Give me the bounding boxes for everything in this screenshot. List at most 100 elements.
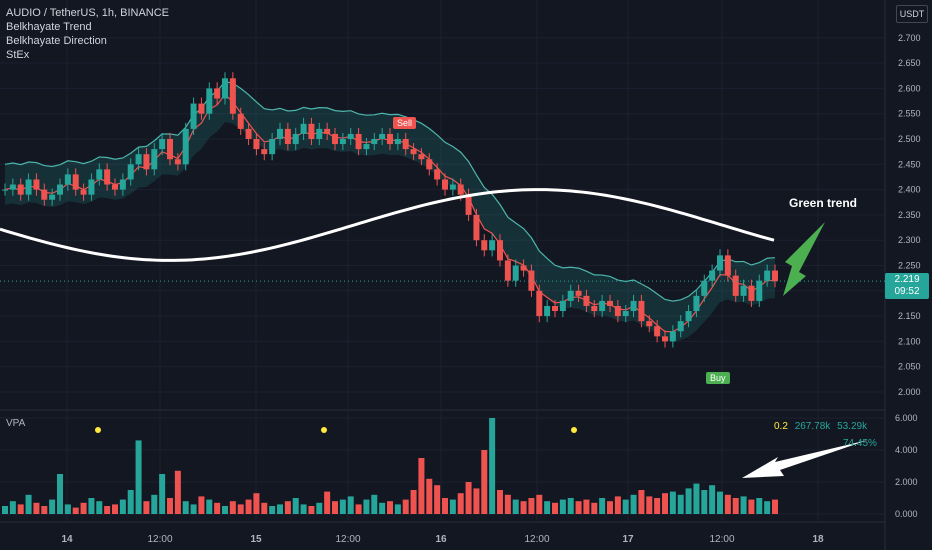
candle-body [614, 305, 621, 317]
vpa-arrow [742, 440, 868, 478]
candle-body [245, 128, 252, 139]
vol-tick-label: 4.000 [895, 445, 918, 455]
price-tick-label: 2.650 [898, 58, 921, 68]
volume-bar [442, 498, 448, 514]
time-tick-label: 16 [435, 534, 447, 545]
candle-body [332, 133, 338, 145]
candle-body [465, 194, 472, 215]
volume-bar [159, 474, 166, 514]
volume-bar [724, 494, 731, 514]
candle-body [371, 139, 378, 145]
vpa-values: 0.2 267.78k 53.29k [774, 421, 867, 432]
volume-bar [772, 499, 778, 514]
volume-bar [57, 474, 63, 514]
volume-bar [174, 470, 181, 514]
volume-bar [497, 490, 503, 514]
volume-bar [662, 493, 668, 514]
volume-bar [379, 502, 386, 514]
candle-body [426, 159, 433, 170]
currency-button[interactable]: USDT [896, 5, 928, 23]
volume-bar [190, 504, 197, 514]
trend-channel-fill [5, 81, 775, 342]
volume-bar [339, 499, 346, 514]
volume-bar [33, 502, 40, 514]
buy-signal-badge: Buy [706, 372, 730, 384]
candle-body [717, 255, 723, 271]
candle-body [300, 123, 307, 134]
candle-body [261, 149, 268, 155]
time-tick-label: 12:00 [147, 534, 172, 545]
candle-body [214, 88, 221, 99]
time-tick-label: 12:00 [709, 534, 734, 545]
candle-body [363, 144, 370, 150]
candle-body [41, 189, 48, 200]
candle-body [229, 78, 236, 114]
candle-body [504, 260, 511, 281]
price-tick-label: 2.550 [898, 109, 921, 119]
time-tick-label: 12:00 [524, 534, 549, 545]
candle-body [2, 189, 8, 191]
candle-body [127, 164, 134, 180]
candle-body [33, 179, 40, 190]
volume-bar [112, 504, 118, 514]
volume-bar [119, 499, 126, 514]
candle-body [410, 149, 417, 155]
candle-body [174, 159, 181, 165]
volume-bar [96, 501, 103, 514]
candle-body [457, 184, 464, 195]
candle-body [316, 128, 323, 139]
candle-body [512, 265, 519, 281]
volume-bar [332, 501, 338, 514]
symbol-title[interactable]: AUDIO / TetherUS, 1h, BINANCE [6, 7, 170, 19]
indicator-belkhayate-trend[interactable]: Belkhayate Trend [6, 21, 92, 33]
volume-bar [2, 506, 8, 514]
volume-bar [567, 498, 574, 514]
vpa-value-c: 53.29k [837, 421, 868, 432]
price-tick-label: 2.100 [898, 336, 921, 346]
volume-bar [167, 498, 173, 514]
candle-body [583, 295, 590, 306]
candle-countdown: 09:52 [894, 286, 920, 297]
volume-bar [253, 493, 260, 514]
candle-body [630, 300, 637, 312]
candle-body [277, 128, 283, 139]
vpa-indicator-label[interactable]: VPA [6, 418, 26, 429]
candle-body [9, 184, 16, 190]
volume-bar [104, 506, 111, 514]
volume-bar [481, 450, 488, 514]
candle-body [669, 331, 676, 342]
candle-body [339, 139, 346, 145]
candle-body [80, 189, 87, 195]
volume-bar [229, 501, 236, 514]
candle-body [206, 88, 213, 114]
volume-bar [49, 499, 56, 514]
volume-bar [80, 502, 87, 514]
volume-bar [756, 498, 763, 514]
volume-bar [198, 496, 205, 514]
price-tick-label: 2.300 [898, 235, 921, 245]
volume-bar [520, 501, 527, 514]
candle-body [88, 179, 95, 195]
time-tick-label: 15 [250, 534, 262, 545]
volume-bar [9, 501, 16, 514]
candle-body [748, 285, 755, 301]
price-tick-label: 2.400 [898, 185, 921, 195]
volume-bar [402, 499, 409, 514]
candle-body [481, 240, 488, 251]
candle-body [536, 290, 543, 317]
volume-bar [308, 506, 315, 514]
time-tick-label: 12:00 [335, 534, 360, 545]
volume-bar [607, 501, 613, 514]
candle-body [269, 139, 276, 155]
indicator-belkhayate-direction[interactable]: Belkhayate Direction [6, 35, 107, 47]
volume-bar [237, 504, 244, 514]
indicator-stex[interactable]: StEx [6, 49, 30, 61]
volume-bar [269, 506, 276, 514]
candle-body [497, 240, 503, 261]
candle-body [418, 154, 425, 160]
candle-body [72, 174, 79, 190]
vpa-value-a: 0.2 [774, 421, 788, 432]
volume-bar [143, 501, 150, 514]
volume-bar [261, 502, 268, 514]
volume-bar [614, 496, 621, 514]
